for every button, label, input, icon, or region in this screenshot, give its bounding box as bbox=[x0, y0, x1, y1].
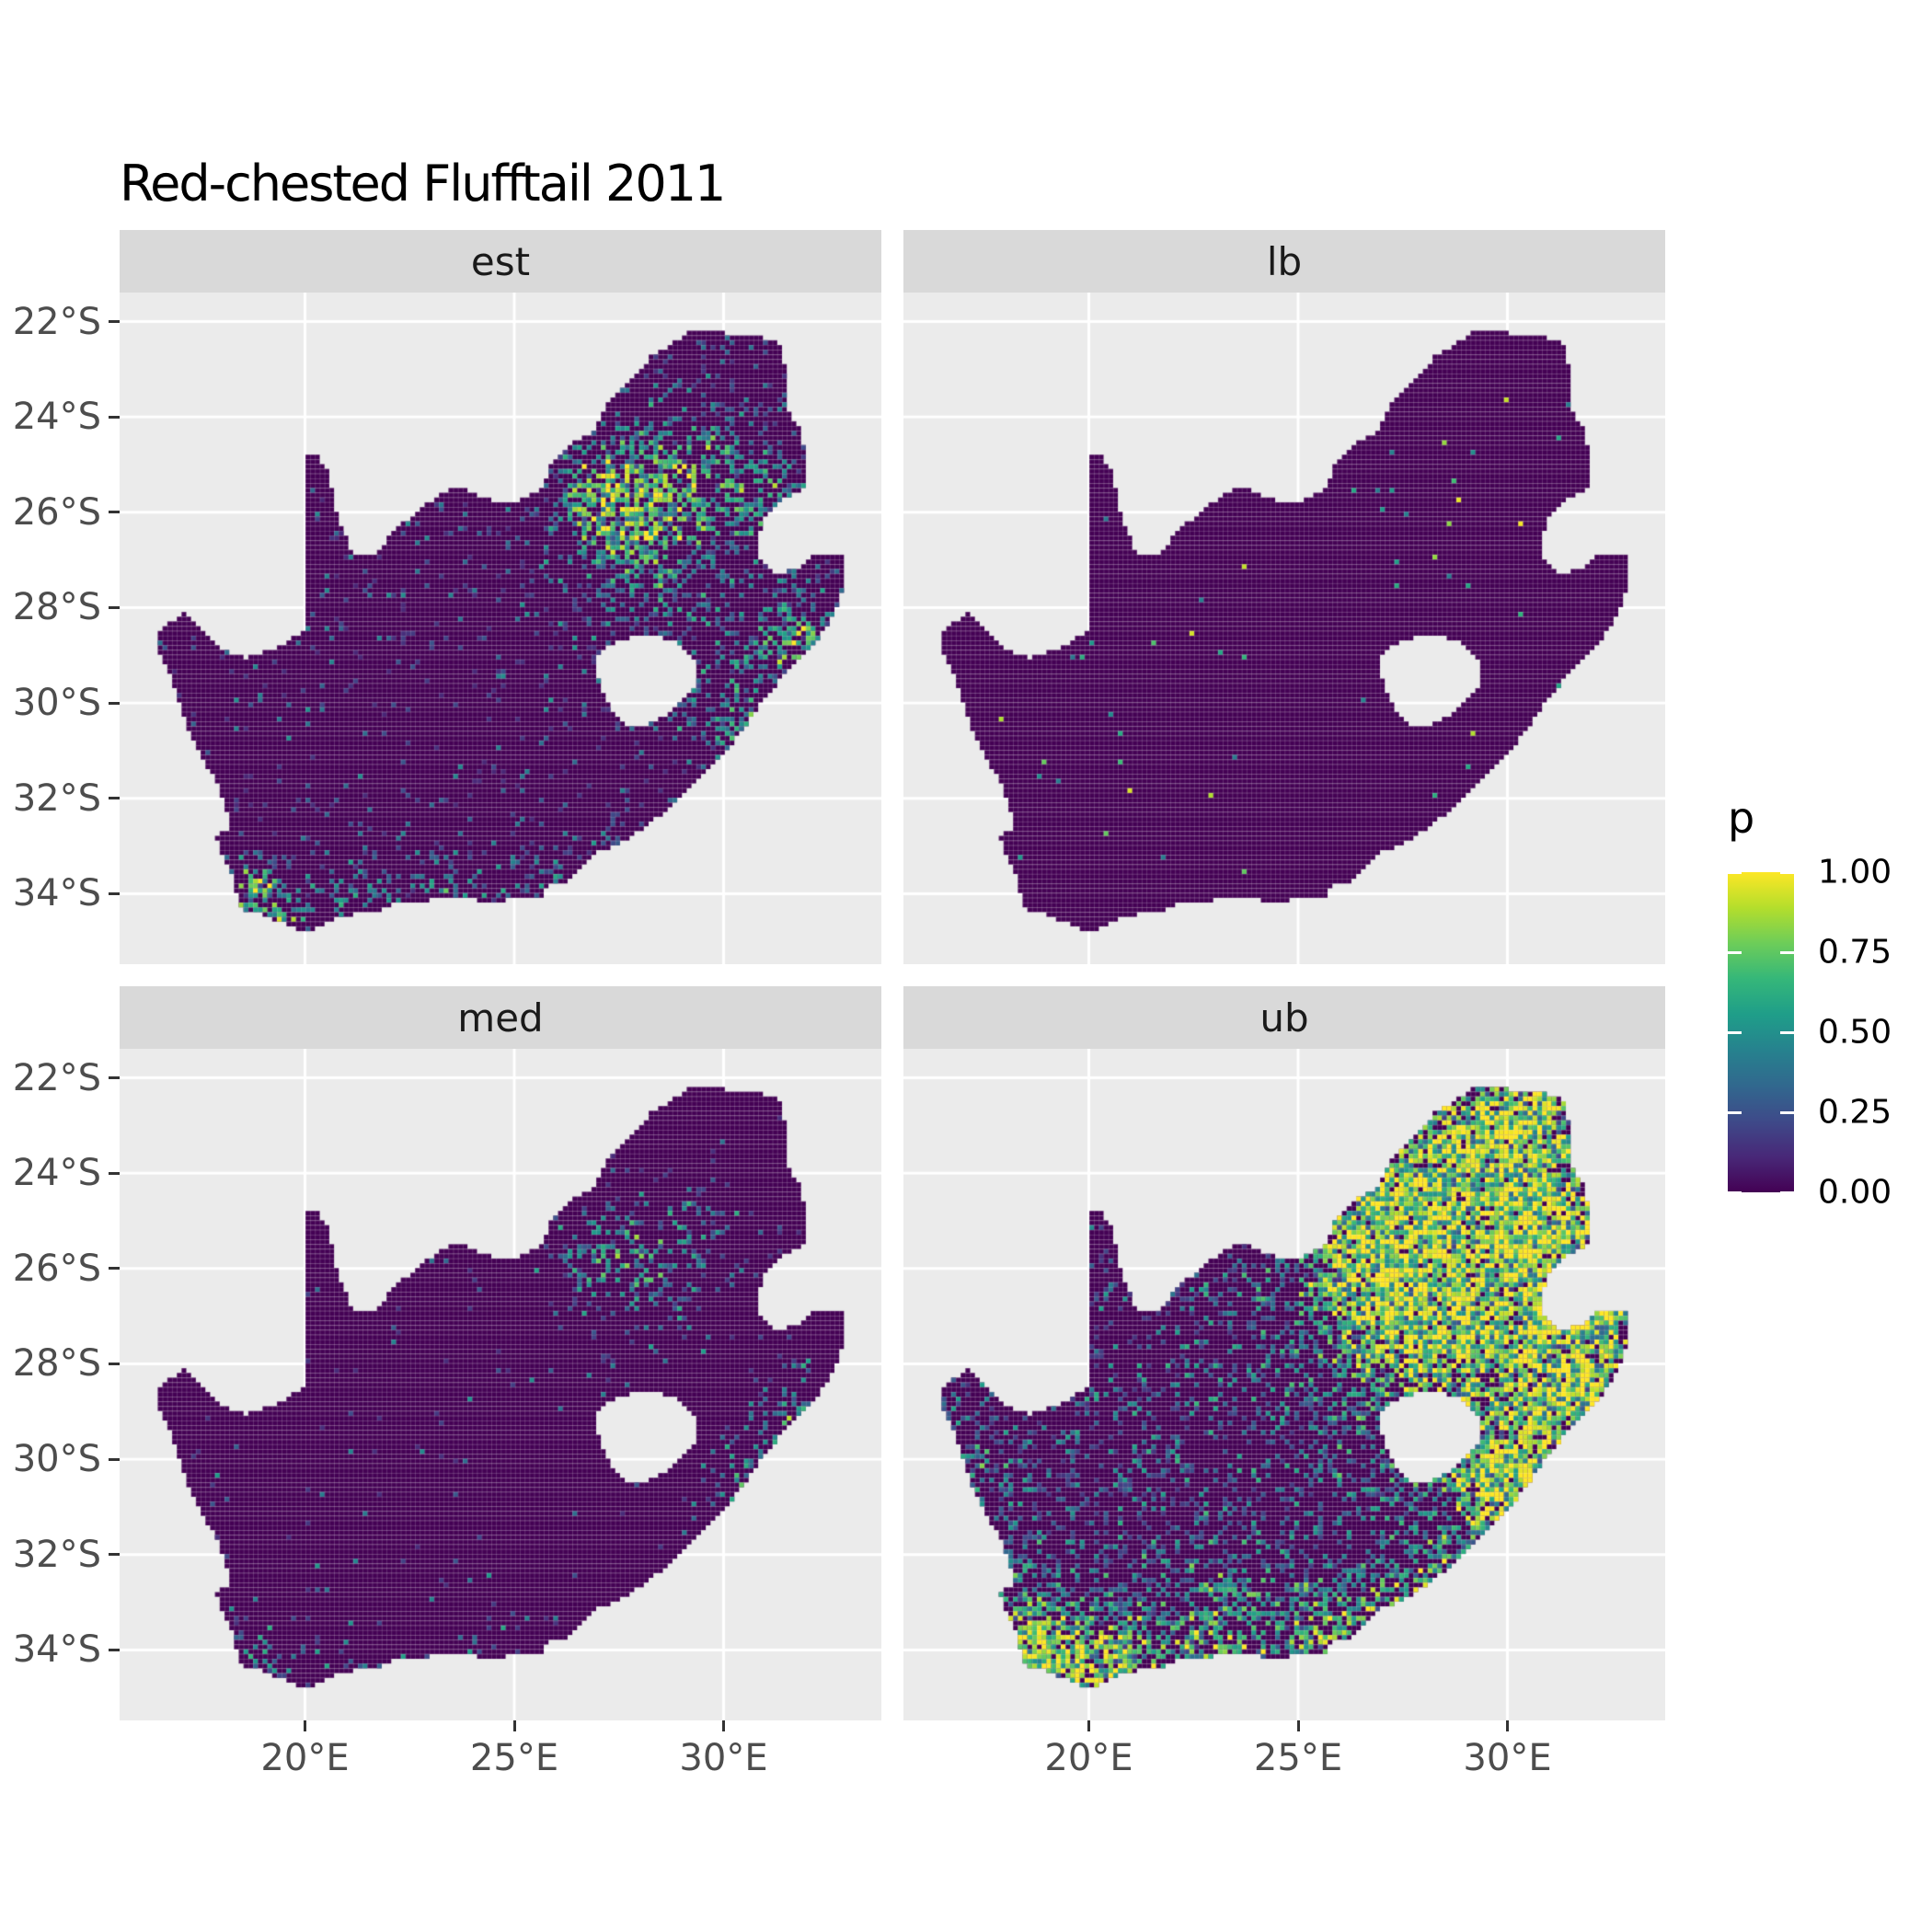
x-tick-label: 30°E bbox=[679, 1737, 768, 1779]
y-tick-label: 26°S bbox=[12, 1247, 101, 1290]
x-tick-label: 25°E bbox=[469, 1737, 559, 1779]
legend-tick-label: 0.25 bbox=[1818, 1093, 1892, 1132]
facet-strip-label: est bbox=[470, 238, 531, 284]
facet-panel-ub bbox=[903, 1049, 1665, 1720]
y-axis-tick bbox=[109, 511, 120, 514]
y-tick-label: 28°S bbox=[12, 586, 101, 629]
y-axis-tick bbox=[109, 415, 120, 419]
facet-strip-ub: ub bbox=[903, 986, 1665, 1049]
legend-tick-mark bbox=[1728, 1190, 1742, 1194]
facet-strip-label: ub bbox=[1259, 995, 1309, 1041]
legend-tick-mark bbox=[1728, 1110, 1742, 1114]
x-axis-tick bbox=[1296, 1720, 1300, 1731]
x-tick-label: 25°E bbox=[1253, 1737, 1343, 1779]
facet-strip-label: lb bbox=[1266, 238, 1303, 284]
legend-tick-label: 0.50 bbox=[1818, 1013, 1892, 1052]
facet-strip-est: est bbox=[120, 230, 881, 293]
facet-strip-med: med bbox=[120, 986, 881, 1049]
facet-panel-lb bbox=[903, 293, 1665, 964]
y-axis-tick bbox=[109, 1171, 120, 1175]
y-tick-label: 32°S bbox=[12, 1533, 101, 1576]
legend-tick-mark bbox=[1780, 870, 1794, 874]
x-axis-tick bbox=[1087, 1720, 1090, 1731]
y-tick-label: 32°S bbox=[12, 776, 101, 820]
x-axis-tick bbox=[722, 1720, 725, 1731]
legend-tick-mark bbox=[1728, 870, 1742, 874]
legend-tick-mark bbox=[1728, 1030, 1742, 1034]
y-axis-tick bbox=[109, 1267, 120, 1271]
legend-title: p bbox=[1728, 793, 1755, 843]
y-tick-label: 22°S bbox=[12, 300, 101, 343]
legend-tick-mark bbox=[1780, 1190, 1794, 1194]
y-axis-tick bbox=[109, 891, 120, 895]
legend-tick-mark bbox=[1728, 950, 1742, 954]
y-tick-label: 22°S bbox=[12, 1056, 101, 1099]
y-axis-tick bbox=[109, 1648, 120, 1651]
y-tick-label: 30°S bbox=[12, 1438, 101, 1481]
y-axis-tick bbox=[109, 605, 120, 609]
y-tick-label: 34°S bbox=[12, 872, 101, 915]
legend-tick-mark bbox=[1780, 950, 1794, 954]
x-tick-label: 30°E bbox=[1463, 1737, 1552, 1779]
legend-tick-mark bbox=[1780, 1110, 1794, 1114]
y-tick-label: 34°S bbox=[12, 1628, 101, 1672]
y-tick-label: 24°S bbox=[12, 1152, 101, 1195]
facet-panel-est bbox=[120, 293, 881, 964]
x-axis-tick bbox=[304, 1720, 306, 1731]
facet-strip-lb: lb bbox=[903, 230, 1665, 293]
y-tick-label: 24°S bbox=[12, 396, 101, 439]
y-axis-tick bbox=[109, 797, 120, 800]
plot-title: Red-chested Flufftail 2011 bbox=[120, 155, 726, 213]
legend-tick-label: 0.75 bbox=[1818, 933, 1892, 972]
x-tick-label: 20°E bbox=[1044, 1737, 1133, 1779]
y-tick-label: 28°S bbox=[12, 1342, 101, 1386]
legend-tick-label: 0.00 bbox=[1818, 1173, 1892, 1212]
facet-panel-med bbox=[120, 1049, 881, 1720]
legend-tick-label: 1.00 bbox=[1818, 853, 1892, 891]
x-axis-tick bbox=[1506, 1720, 1509, 1731]
x-axis-tick bbox=[512, 1720, 516, 1731]
y-axis-tick bbox=[109, 1457, 120, 1461]
y-tick-label: 30°S bbox=[12, 682, 101, 725]
legend-tick-mark bbox=[1780, 1030, 1794, 1034]
y-axis-tick bbox=[109, 1076, 120, 1079]
y-tick-label: 26°S bbox=[12, 490, 101, 534]
facet-strip-label: med bbox=[457, 995, 544, 1041]
y-axis-tick bbox=[109, 701, 120, 705]
x-tick-label: 20°E bbox=[260, 1737, 350, 1779]
y-axis-tick bbox=[109, 320, 120, 323]
y-axis-tick bbox=[109, 1362, 120, 1365]
y-axis-tick bbox=[109, 1553, 120, 1557]
